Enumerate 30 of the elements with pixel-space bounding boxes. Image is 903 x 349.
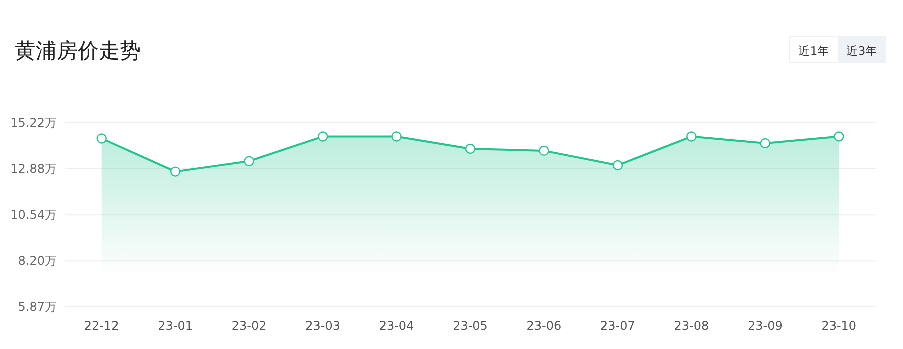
x-tick-label: 23-01 — [158, 319, 194, 333]
point — [612, 160, 624, 171]
text: 近1年 — [798, 44, 830, 58]
point — [834, 132, 844, 142]
text: 近3年 — [846, 44, 878, 58]
x-tick-label: 23-06 — [526, 319, 562, 333]
y-tick-label: 10.54万 — [10, 208, 57, 222]
x-tick-label: 23-07 — [600, 319, 636, 333]
point — [686, 132, 697, 142]
x-tick-label: 23-08 — [674, 319, 710, 333]
point — [760, 138, 771, 149]
y-tick-label: 15.22万 — [10, 116, 57, 130]
point — [392, 132, 402, 142]
point — [539, 146, 550, 156]
x-tick-label: 23-04 — [379, 319, 414, 333]
point — [318, 132, 328, 142]
x-tick-label: 22-12 — [84, 319, 120, 333]
point — [465, 144, 476, 154]
x-tick-label: 23-10 — [822, 319, 857, 333]
point — [170, 166, 181, 177]
chart-title: 黄浦房价走势 — [15, 39, 141, 63]
y-tick-label: 5.87万 — [18, 300, 57, 314]
x-tick-label: 23-02 — [232, 319, 267, 333]
x-tick-label: 23-09 — [748, 319, 783, 333]
point — [244, 156, 254, 166]
x-tick-label: 23-05 — [453, 319, 488, 333]
x-tick-label: 23-03 — [306, 319, 340, 333]
y-tick-label: 8.20万 — [18, 254, 57, 268]
point — [96, 134, 107, 144]
y-tick-label: 12.88万 — [10, 162, 57, 176]
